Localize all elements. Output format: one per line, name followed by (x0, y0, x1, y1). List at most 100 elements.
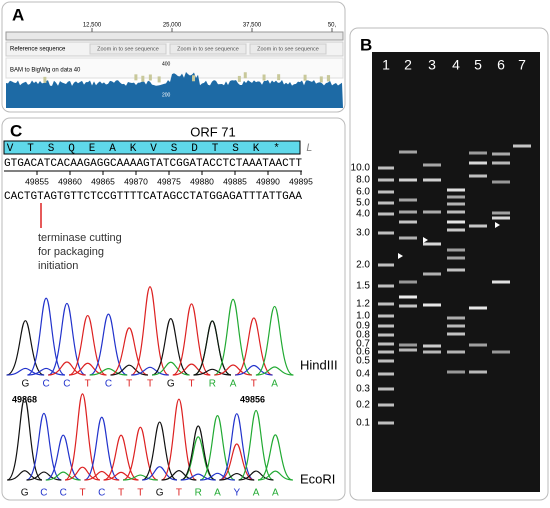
base-call: T (137, 488, 143, 499)
base-call: Y (233, 488, 240, 499)
enzyme-label: EcoRI (300, 471, 335, 486)
panel-label: A (12, 5, 24, 24)
coverage-peak (141, 75, 145, 82)
trace-peak (89, 313, 128, 376)
position-label: 49870 (124, 176, 148, 186)
amino-acid: V (7, 143, 14, 155)
gel-band (513, 144, 531, 148)
gel-band (378, 201, 394, 205)
base-call: R (195, 488, 202, 499)
arrowhead (398, 253, 403, 259)
amino-acid: T (212, 143, 219, 155)
trace-peak (6, 320, 45, 376)
gel-band (378, 178, 394, 182)
base-call: T (79, 488, 85, 499)
amino-acid: K (130, 143, 137, 155)
ladder-label: 5.0 (356, 198, 370, 209)
gel-band (469, 306, 487, 310)
scale-label: 400 (162, 61, 171, 67)
zoom-box (89, 43, 167, 55)
position-label: 49865 (91, 176, 115, 186)
ladder-label: 1.5 (356, 281, 370, 292)
ladder-label: 8.0 (356, 175, 370, 186)
trace-peak (255, 366, 294, 376)
gel-band (492, 161, 510, 165)
ladder-label: 1.2 (356, 299, 370, 310)
trace-peak (172, 303, 211, 376)
gel-band (378, 372, 394, 376)
gel-band (399, 236, 417, 240)
trace-peak (47, 302, 86, 376)
panel-label: B (360, 35, 372, 54)
gel-band (399, 295, 417, 299)
orf-label: ORF 71 (190, 124, 236, 139)
amino-acid: S (232, 143, 239, 155)
trace-peak (238, 409, 274, 481)
gel-band (378, 350, 394, 354)
amino-acid: S (171, 143, 178, 155)
gel-band (378, 342, 394, 346)
coverage-peak (148, 74, 152, 81)
base-call: T (126, 379, 132, 390)
gel-band (399, 198, 417, 202)
gel-band (399, 178, 417, 182)
ruler-label: 50, (328, 23, 337, 29)
gel-band (399, 343, 417, 347)
base-call: T (147, 379, 153, 390)
gel-band (399, 210, 417, 214)
gel-band (423, 210, 441, 214)
gel-band (399, 220, 417, 224)
gel-band (378, 387, 394, 391)
position-label: 49855 (25, 176, 49, 186)
coverage-peak (319, 76, 323, 83)
base-call: T (118, 488, 124, 499)
trace-peak (65, 466, 100, 481)
gel-band (447, 256, 465, 260)
base-call: A (271, 379, 278, 390)
gel-band (492, 216, 510, 220)
base-call: C (43, 379, 50, 390)
position-label: 49885 (223, 176, 247, 186)
top-strand: GTGACATCACAAGAGGCAAAAGTATCGGATACCTCTAAAT… (4, 158, 302, 170)
trace-peak (122, 474, 158, 481)
coverage-peak (43, 76, 47, 83)
track-name: Reference sequence (10, 47, 66, 53)
gel-band (378, 231, 394, 235)
gel-band (447, 210, 465, 214)
coverage-peak (134, 74, 138, 81)
zoom-note: Zoom in to see sequence (177, 46, 239, 52)
amino-acid: K (253, 143, 260, 155)
trace-peak (26, 412, 62, 481)
amino-acid: T (27, 143, 34, 155)
base-call: A (230, 379, 237, 390)
gel-band (378, 302, 394, 306)
trace-peak (45, 471, 81, 481)
gel-band (469, 224, 487, 228)
gel-band (469, 174, 487, 178)
lane-label: 4 (452, 57, 460, 73)
amino-acid: A (109, 143, 116, 155)
ladder-label: 6.0 (356, 187, 370, 198)
gel-band (399, 150, 417, 154)
trace-peak (172, 363, 211, 376)
gel-band (423, 350, 441, 354)
gel-band (378, 421, 394, 425)
coverage-peak (277, 74, 281, 81)
gel-band (447, 248, 465, 252)
base-call: T (251, 379, 257, 390)
gel-band (423, 303, 441, 307)
ladder-label: 0.5 (356, 356, 370, 367)
coverage-peak (192, 75, 196, 82)
gel-band (447, 350, 465, 354)
trace-peak (131, 286, 169, 376)
gel-band (447, 268, 465, 272)
scale-label: 200 (162, 92, 171, 98)
trace-peak (257, 434, 293, 481)
lane-label: 7 (518, 57, 526, 73)
trace-peak (6, 398, 43, 481)
gel-band (399, 348, 417, 352)
gel-band (447, 324, 465, 328)
lane-label: 2 (404, 57, 412, 73)
arrowhead (495, 222, 500, 228)
